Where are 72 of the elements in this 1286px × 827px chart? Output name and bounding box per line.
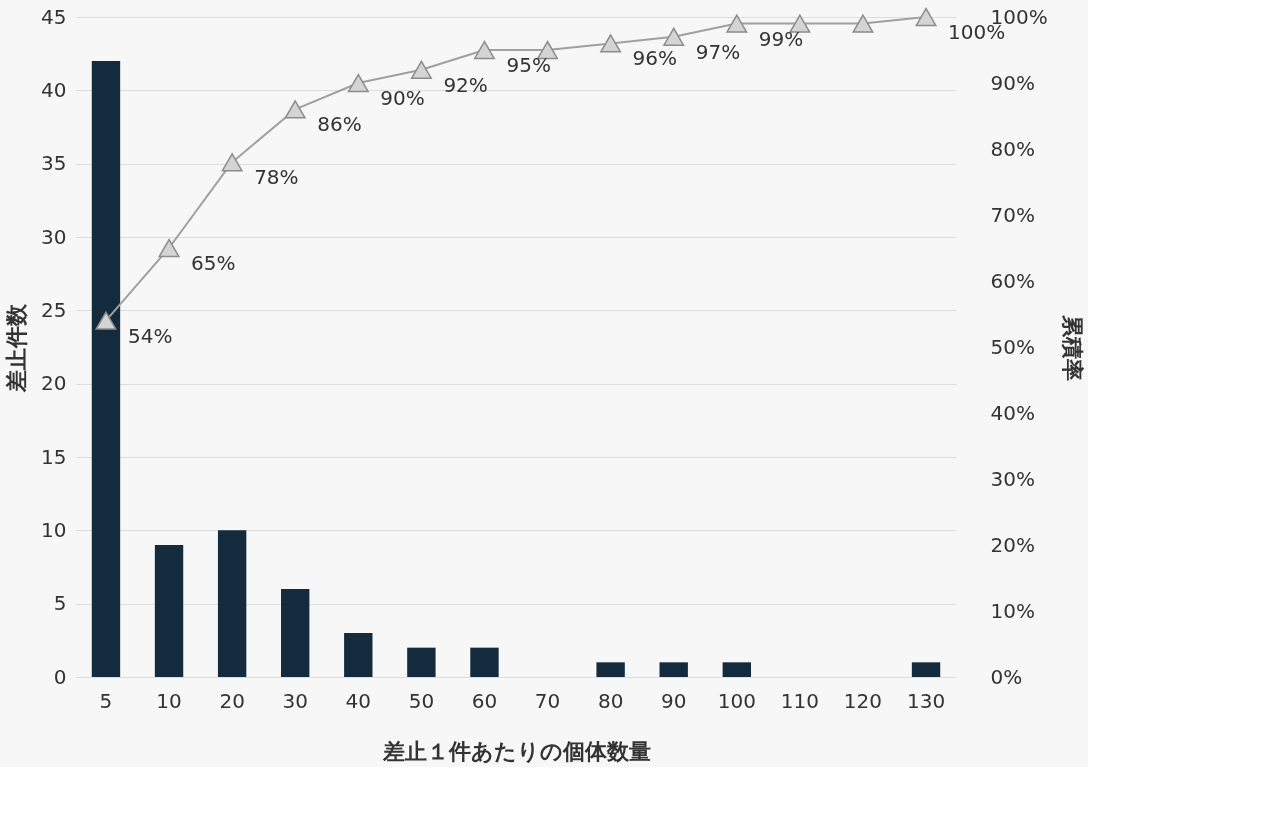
data-label: 95% — [506, 53, 551, 77]
y-tick-label: 20 — [41, 371, 67, 396]
y-tick-label: 0 — [53, 664, 67, 689]
data-label: 92% — [443, 72, 488, 97]
point — [221, 153, 243, 172]
y-tick-label: 5 — [53, 591, 67, 616]
bar — [470, 647, 499, 677]
data-label: 96% — [632, 46, 678, 71]
point — [789, 14, 811, 33]
x-tick-label: 5 — [99, 688, 113, 713]
bar — [911, 662, 941, 677]
point — [347, 73, 369, 93]
y2-tick-label: 90% — [990, 70, 1035, 95]
data-label: 99% — [758, 26, 804, 51]
y-tick-label: 45 — [41, 4, 67, 29]
point — [600, 34, 622, 53]
y-tick-label: 30 — [41, 224, 67, 249]
point — [663, 27, 685, 46]
bar — [722, 662, 751, 677]
x-axis-title: 差止１件あたりの個体数量 — [381, 738, 651, 764]
bar — [281, 589, 310, 677]
point — [473, 40, 495, 60]
y2-axis-title: 累積率 — [1059, 313, 1085, 381]
y2-tick-label: 20% — [990, 532, 1035, 557]
y2-tick-label: 10% — [990, 598, 1035, 623]
point — [410, 60, 432, 79]
x-tick-label: 60 — [471, 688, 498, 713]
x-tick-label: 110 — [780, 688, 819, 713]
point — [915, 7, 937, 27]
point — [852, 14, 874, 33]
x-tick-label: 10 — [156, 688, 182, 713]
bar — [154, 545, 184, 677]
bar — [217, 530, 247, 677]
point — [284, 100, 306, 119]
x-tick-label: 130 — [906, 688, 946, 713]
data-label: 86% — [317, 112, 362, 137]
x-tick-label: 90 — [660, 688, 687, 713]
y2-tick-label: 80% — [990, 136, 1035, 161]
bar — [91, 61, 121, 677]
y2-tick-label: 70% — [990, 202, 1035, 227]
y-tick-label: 25 — [41, 297, 67, 322]
bar — [659, 662, 688, 677]
bar — [596, 662, 625, 677]
y-tick-label: 40 — [41, 77, 67, 102]
y-tick-label: 10 — [41, 517, 67, 542]
point — [158, 238, 180, 258]
data-label: 78% — [254, 165, 299, 190]
y-axis-title: 差止件数 — [4, 302, 30, 393]
point — [726, 14, 748, 33]
bar — [407, 647, 436, 677]
y2-tick-label: 30% — [990, 466, 1035, 491]
data-label: 54% — [127, 323, 173, 348]
y2-tick-label: 0% — [990, 664, 1023, 689]
data-label: 90% — [380, 86, 425, 110]
bar — [344, 633, 373, 677]
data-label: 65% — [191, 251, 236, 275]
y2-tick-label: 50% — [990, 334, 1035, 359]
x-tick-label: 120 — [843, 688, 883, 713]
x-tick-label: 100 — [717, 688, 756, 713]
y-tick-label: 15 — [41, 444, 67, 469]
data-label: 97% — [695, 39, 741, 64]
point — [537, 40, 559, 60]
x-tick-label: 30 — [282, 688, 308, 713]
x-tick-label: 70 — [534, 688, 561, 713]
x-tick-label: 80 — [597, 688, 624, 713]
y2-tick-label: 40% — [990, 400, 1035, 425]
x-tick-label: 50 — [408, 688, 435, 713]
point — [95, 311, 117, 330]
y-tick-label: 35 — [41, 151, 67, 176]
x-tick-label: 20 — [219, 688, 245, 713]
y2-tick-label: 60% — [990, 268, 1035, 293]
x-tick-label: 40 — [345, 688, 372, 713]
